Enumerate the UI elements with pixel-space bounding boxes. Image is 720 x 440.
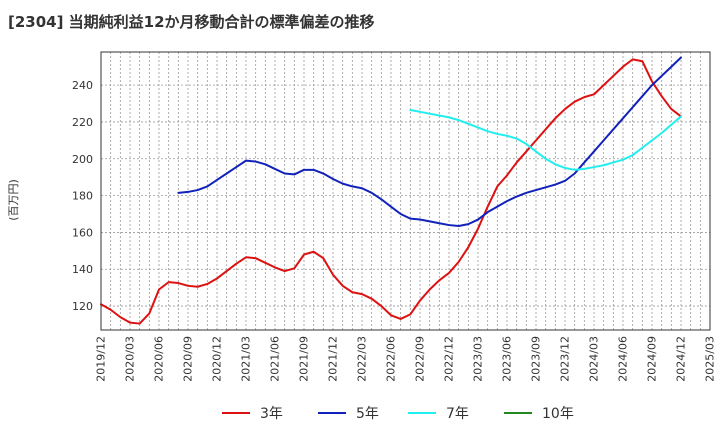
legend-label-5年: 5年	[356, 406, 379, 422]
legend: 3年 5年 7年 10年	[222, 406, 574, 422]
x-tick-label: 2020/12	[211, 336, 224, 382]
x-tick-labels: 2019/12 2020/03 2020/06 2020/09 2020/12 2021/…	[95, 336, 717, 382]
x-tick-label: 2024/03	[588, 336, 601, 382]
y-tick-label: 160	[72, 226, 93, 239]
chart-title: [2304] 当期純利益12か月移動合計の標準偏差の推移	[8, 13, 375, 31]
x-tick-label: 2022/03	[356, 336, 369, 382]
x-tick-label: 2024/06	[617, 336, 630, 382]
series-line-5年	[177, 56, 682, 227]
legend-label-7年: 7年	[446, 406, 469, 422]
series-lines	[100, 56, 682, 325]
x-tick-label: 2023/12	[559, 336, 572, 382]
x-tick-label: 2019/12	[95, 336, 108, 382]
series-line-3年	[100, 58, 682, 325]
x-tick-label: 2021/09	[298, 336, 311, 382]
x-tick-label: 2022/06	[385, 336, 398, 382]
grid-lines	[101, 52, 710, 330]
legend-label-3年: 3年	[260, 406, 283, 422]
plot-frame	[100, 51, 711, 331]
y-tick-label: 200	[72, 153, 93, 166]
y-axis-label: (百万円)	[7, 179, 20, 221]
x-tick-label: 2023/03	[472, 336, 485, 382]
x-tick-label: 2020/06	[153, 336, 166, 382]
y-tick-label: 240	[72, 79, 93, 92]
y-tick-label: 140	[72, 263, 93, 276]
x-tick-label: 2020/09	[182, 336, 195, 382]
x-tick-label: 2021/06	[269, 336, 282, 382]
x-tick-label: 2020/03	[124, 336, 137, 382]
legend-label-10年: 10年	[542, 406, 574, 422]
x-tick-label: 2025/03	[704, 336, 717, 382]
x-tick-label: 2022/09	[414, 336, 427, 382]
y-tick-label: 180	[72, 190, 93, 203]
x-tick-label: 2021/12	[327, 336, 340, 382]
y-tick-label: 220	[72, 116, 93, 129]
y-tick-labels: 120 140 160 180 200 220 240	[72, 79, 93, 313]
x-tick-label: 2021/03	[240, 336, 253, 382]
x-tick-label: 2023/09	[530, 336, 543, 382]
x-tick-label: 2024/12	[675, 336, 688, 382]
x-tick-label: 2024/09	[646, 336, 659, 382]
x-tick-label: 2022/12	[443, 336, 456, 382]
series-line-7年	[409, 108, 682, 171]
y-tick-label: 120	[72, 300, 93, 313]
x-tick-label: 2023/06	[501, 336, 514, 382]
